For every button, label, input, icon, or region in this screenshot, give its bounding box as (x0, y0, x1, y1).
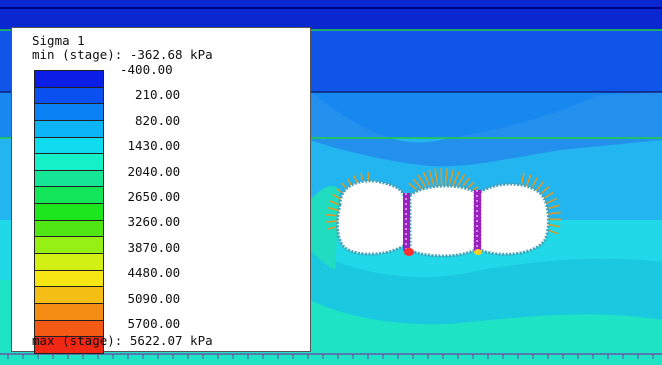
legend-swatch (35, 71, 103, 88)
legend-panel: Sigma 1 min (stage): -362.68 kPa -400.00… (11, 27, 311, 354)
legend-tick-label: 2040.00 (127, 163, 181, 179)
soil-layer-top (0, 0, 662, 30)
legend-swatch (35, 320, 103, 338)
tunnel-left (335, 179, 407, 256)
legend-max-label: max (stage): 5622.07 kPa (32, 333, 213, 348)
legend-swatch (35, 254, 103, 271)
legend-swatch (35, 187, 103, 205)
legend-swatch (35, 220, 103, 238)
legend-tick-label: 210.00 (135, 87, 181, 103)
legend-tick-label: 820.00 (135, 112, 181, 128)
legend-swatch (35, 287, 103, 304)
legend-swatch (35, 137, 103, 155)
legend-swatch (35, 204, 103, 221)
tunnel-right (478, 182, 550, 256)
tunnel-openings (335, 179, 550, 258)
legend-tick-label: 5090.00 (127, 290, 181, 306)
legend-min-label: min (stage): -362.68 kPa (32, 47, 213, 62)
legend-tick-label: 1430.00 (127, 138, 181, 154)
legend-swatch (35, 104, 103, 121)
legend-swatch (35, 237, 103, 255)
legend-swatch (35, 87, 103, 105)
contour-zone-lower (310, 250, 662, 325)
stress-hotspot (474, 249, 482, 255)
legend-tick-label: 2650.00 (127, 189, 181, 204)
legend-tick-label: 3870.00 (127, 239, 181, 255)
contour-zone-side (310, 185, 340, 270)
legend-swatch (35, 120, 103, 138)
legend-swatch (35, 337, 103, 353)
legend-color-scale (34, 70, 104, 354)
legend-swatch (35, 154, 103, 171)
legend-swatch (35, 270, 103, 288)
legend-tick-label: 5700.00 (127, 316, 181, 331)
contour-zone-upper (310, 92, 662, 167)
legend-tick-label: 3260.00 (127, 214, 181, 230)
support-pillar-left (403, 193, 410, 251)
legend-tick-label: -400.00 (120, 62, 173, 77)
tunnel-middle (408, 184, 477, 258)
legend-swatch (35, 170, 103, 188)
legend-swatch (35, 303, 103, 321)
legend-title: Sigma 1 (32, 33, 85, 48)
legend-tick-label: 4480.00 (127, 265, 181, 281)
stress-hotspot (404, 248, 414, 256)
